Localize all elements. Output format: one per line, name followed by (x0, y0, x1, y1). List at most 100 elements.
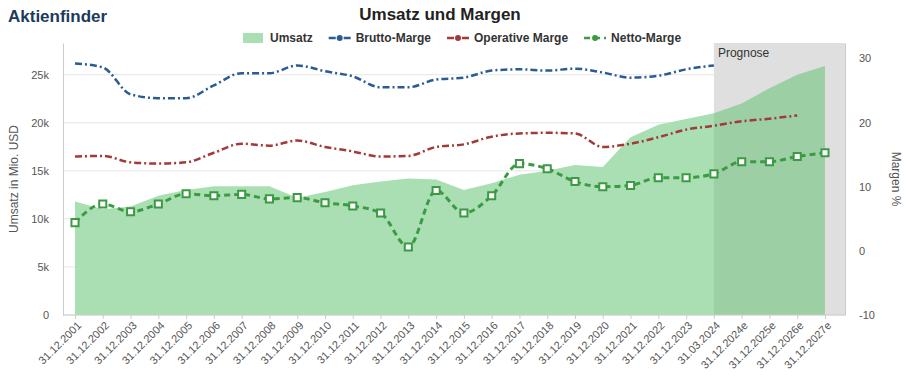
marker (99, 200, 106, 207)
tick-mark (575, 315, 576, 319)
tick-mark (603, 315, 604, 319)
margin-line (75, 153, 825, 247)
tick-label: 0 (43, 309, 49, 321)
tick-mark (547, 315, 548, 319)
tick-label: 10k (31, 213, 49, 225)
tick: 5k (37, 261, 63, 273)
marker (683, 174, 690, 181)
marker (516, 160, 523, 167)
y-axis: 0 5k 10k 15k 20k 25k (31, 44, 63, 322)
legend-item[interactable]: Umsatz (243, 31, 313, 45)
margin-line (75, 64, 714, 99)
axis-line (63, 44, 64, 316)
marker (821, 149, 828, 156)
x-axis: 31.12.200131.12.200231.12.200331.12.2004… (36, 315, 845, 371)
chart-svg: AktienfinderUmsatz und MargenPrognose05k… (0, 0, 906, 389)
y2-axis-title: Margen % (889, 152, 903, 207)
tick-label: 20 (859, 117, 871, 129)
tick: 0 (845, 245, 865, 257)
tick-mark (131, 315, 132, 319)
marker (766, 158, 773, 165)
tick-mark (214, 315, 215, 319)
marker (405, 243, 412, 250)
chart-container: AktienfinderUmsatz und MargenPrognose05k… (0, 0, 906, 389)
marker (655, 174, 662, 181)
marker (183, 190, 190, 197)
marker (738, 158, 745, 165)
tick-mark (714, 315, 715, 319)
tick-mark (158, 315, 159, 319)
legend-item[interactable]: Operative Marge (447, 31, 568, 45)
tick: 15k (31, 165, 63, 177)
tick: 30 (845, 52, 871, 64)
tick-mark (242, 315, 243, 319)
marker (71, 219, 78, 226)
legend-label: Brutto-Marge (356, 31, 432, 45)
title: Umsatz und Margen (359, 5, 521, 24)
annotation: Prognose (718, 46, 770, 60)
tick-mark (825, 315, 826, 319)
marker (627, 182, 634, 189)
tick-label: 10 (859, 181, 871, 193)
tick-mark (797, 315, 798, 319)
tick-mark (742, 315, 743, 319)
y-axis-title: Umsatz in Mio. USD (7, 125, 21, 233)
legend-swatch-dot (592, 35, 598, 41)
tick-mark (325, 315, 326, 319)
tick-mark (436, 315, 437, 319)
tick-mark (75, 315, 76, 319)
grid-line (63, 315, 845, 316)
revenue-area (75, 66, 825, 315)
marker (377, 209, 384, 216)
tick: 20 (845, 117, 871, 129)
marker (210, 192, 217, 199)
tick-mark (408, 315, 409, 319)
marker (433, 187, 440, 194)
tick-label: 5k (37, 261, 49, 273)
tick: 31.12.2027e (782, 315, 834, 371)
tick-mark (269, 315, 270, 319)
marker (294, 194, 301, 201)
legend-swatch (243, 33, 263, 43)
legend-label: Umsatz (270, 31, 313, 45)
tick-mark (519, 315, 520, 319)
marks (71, 43, 845, 315)
marker (488, 192, 495, 199)
tick-mark (186, 315, 187, 319)
tick: 20k (31, 117, 63, 129)
forecast-background (714, 43, 845, 315)
marker (710, 170, 717, 177)
axis-line (63, 315, 845, 316)
tick-label: 25k (31, 69, 49, 81)
tick: 10k (31, 213, 63, 225)
margin-line (75, 115, 797, 163)
legend-item[interactable]: Netto-Marge (584, 31, 681, 45)
marker (266, 195, 273, 202)
tick-mark (686, 315, 687, 319)
tick-mark (658, 315, 659, 319)
legend-swatch-dot (455, 35, 461, 41)
tick-mark (492, 315, 493, 319)
tick-mark (103, 315, 104, 319)
marker (155, 200, 162, 207)
marker (460, 209, 467, 216)
marker (544, 165, 551, 172)
axis-line (845, 44, 846, 316)
marker (238, 191, 245, 198)
marker (321, 199, 328, 206)
tick-label: 31.12.2027e (782, 319, 834, 371)
tick-mark (381, 315, 382, 319)
tick-label: 0 (859, 245, 865, 257)
marker (127, 208, 134, 215)
tick-mark (297, 315, 298, 319)
tick-label: 20k (31, 117, 49, 129)
tick-mark (769, 315, 770, 319)
legend: Umsatz Brutto-Marge Operative Marge Netto-M… (243, 31, 681, 45)
y2-axis: -10 0 10 20 30 (845, 44, 875, 322)
marker (349, 202, 356, 209)
tick: -10 (845, 309, 875, 321)
tick-mark (353, 315, 354, 319)
tick: 0 (43, 309, 63, 321)
legend-label: Netto-Marge (611, 31, 681, 45)
legend-item[interactable]: Brutto-Marge (329, 31, 432, 45)
